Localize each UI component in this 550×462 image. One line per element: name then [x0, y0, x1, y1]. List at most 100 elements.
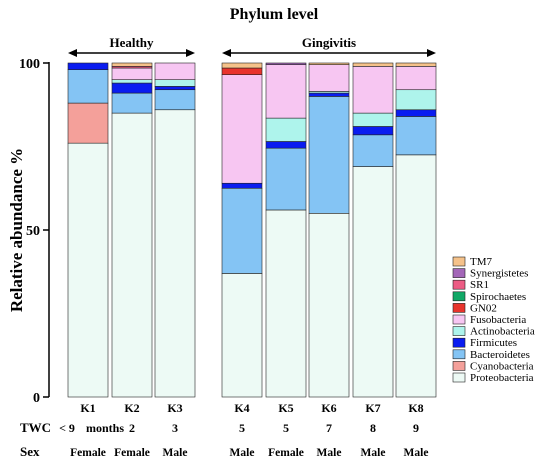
bar-segment-proteobacteria — [111, 112, 153, 398]
bar-segment-fusobacteria — [154, 62, 196, 81]
legend-item-actinobacteria: Actinobacteria — [452, 326, 535, 338]
bar-segment-firmicutes — [221, 182, 263, 189]
y-tick-label: 0 — [33, 391, 40, 406]
bar-segment-fusobacteria — [265, 64, 307, 119]
legend-label: Actinobacteria — [470, 326, 535, 338]
bar-segment-fusobacteria — [395, 66, 437, 91]
legend-item-gn02: GN02 — [452, 302, 497, 314]
row-value: Male — [361, 447, 386, 459]
bar-segment-actinobacteria — [154, 79, 196, 87]
bar-segment-tm7 — [111, 62, 153, 67]
x-tick-label: K1 — [80, 401, 95, 415]
row-value: Male — [317, 447, 342, 459]
row-sex: Sex Female Female Male Male Female Male Male Mal… — [20, 444, 428, 459]
bar-segment-firmicutes — [265, 141, 307, 149]
bar-segment-bacteroidetes — [308, 96, 350, 214]
y-tick-label: 100 — [19, 57, 40, 72]
arrow-head-left — [68, 49, 77, 57]
bar-k3 — [154, 62, 196, 398]
y-tick-label: 50 — [26, 224, 40, 239]
bar-segment-fusobacteria — [308, 64, 350, 92]
legend-swatch — [452, 361, 466, 371]
bar-segment-actinobacteria — [111, 79, 153, 84]
bar-segment-proteobacteria — [265, 209, 307, 398]
legend-label: Spirochaetes — [470, 291, 526, 303]
legend-label: GN02 — [470, 302, 497, 314]
bar-segment-bacteroidetes — [352, 134, 394, 167]
legend-swatch — [452, 337, 466, 348]
row-value: Female — [268, 447, 304, 459]
bar-segment-actinobacteria — [395, 89, 437, 111]
bars — [67, 62, 437, 398]
legend-label: SR1 — [470, 279, 489, 291]
group-healthy: Healthy — [68, 35, 195, 57]
bar-segment-bacteroidetes — [221, 187, 263, 274]
x-tick-label: K2 — [124, 401, 139, 415]
bar-segment-firmicutes — [67, 62, 109, 70]
legend-item-bacteroidetes: Bacteroidetes — [452, 349, 530, 361]
bar-segment-synergistetes — [265, 62, 307, 65]
bar-segment-tm7 — [395, 62, 437, 67]
bar-segment-firmicutes — [308, 92, 350, 97]
bar-segment-fusobacteria — [221, 74, 263, 184]
x-tick-label: K8 — [408, 401, 423, 415]
row-label: TWC — [20, 420, 51, 435]
row-unit: months — [86, 421, 124, 435]
row-value: < 9 — [59, 421, 75, 435]
x-tick-label: K7 — [365, 401, 380, 415]
bar-segment-bacteroidetes — [67, 69, 109, 104]
bar-segment-firmicutes — [395, 109, 437, 117]
bar-segment-actinobacteria — [265, 117, 307, 142]
row-value: Male — [163, 447, 188, 459]
bar-segment-firmicutes — [154, 86, 196, 91]
bar-segment-tm7 — [308, 62, 350, 65]
bar-segment-proteobacteria — [221, 273, 263, 398]
row-value: 5 — [239, 421, 245, 435]
legend-item-tm7: TM7 — [452, 256, 493, 268]
bar-segment-tm7 — [221, 62, 263, 69]
legend-swatch — [452, 314, 466, 325]
legend-label: Fusobacteria — [470, 314, 526, 326]
row-label: Sex — [20, 444, 40, 459]
chart-title: Phylum level — [230, 6, 319, 23]
bar-segment-bacteroidetes — [265, 147, 307, 211]
group-label: Gingivitis — [302, 35, 356, 50]
metadata-rows: TWC < 9 2 3 5 5 7 8 9 months Sex Female Female Male Ma… — [20, 420, 428, 459]
row-value: 7 — [326, 421, 332, 435]
legend-item-firmicutes: Firmicutes — [452, 337, 517, 349]
y-axis-label: Relative abundance % — [7, 148, 26, 312]
row-value: Male — [404, 447, 429, 459]
bar-segment-proteobacteria — [352, 166, 394, 398]
legend-swatch — [452, 268, 466, 278]
x-tick-label: K5 — [278, 401, 293, 415]
legend-label: Firmicutes — [470, 337, 517, 349]
legend-item-fusobacteria: Fusobacteria — [452, 314, 526, 326]
row-value: 2 — [129, 421, 135, 435]
legend-swatch — [452, 256, 466, 267]
bar-segment-actinobacteria — [352, 112, 394, 127]
bar-segment-bacteroidetes — [154, 89, 196, 111]
legend-label: Cyanobacteria — [470, 360, 534, 372]
bar-segment-fusobacteria — [352, 66, 394, 114]
bar-segment-proteobacteria — [395, 154, 437, 398]
bar-segment-proteobacteria — [154, 109, 196, 398]
group-brackets: Healthy Gingivitis — [68, 35, 436, 57]
bar-k1 — [67, 62, 109, 398]
legend-label: Proteobacteria — [470, 372, 534, 384]
bar-k7 — [352, 62, 394, 398]
y-axis-ticks: 0 50 100 — [19, 57, 49, 406]
bar-segment-tm7 — [352, 62, 394, 67]
legend-item-synergistetes: Synergistetes — [452, 268, 528, 280]
row-value: 9 — [413, 421, 419, 435]
legend-item-sr1: SR1 — [452, 279, 489, 291]
x-tick-label: K6 — [321, 401, 336, 415]
bar-k5 — [265, 62, 307, 398]
legend-swatch — [452, 291, 466, 302]
arrow-head-right — [427, 49, 436, 57]
row-value: Female — [114, 447, 150, 459]
bar-k4 — [221, 62, 263, 398]
legend-label: Synergistetes — [470, 268, 528, 280]
bar-k8 — [395, 62, 437, 398]
legend-swatch — [452, 279, 466, 290]
row-value: Female — [70, 447, 106, 459]
